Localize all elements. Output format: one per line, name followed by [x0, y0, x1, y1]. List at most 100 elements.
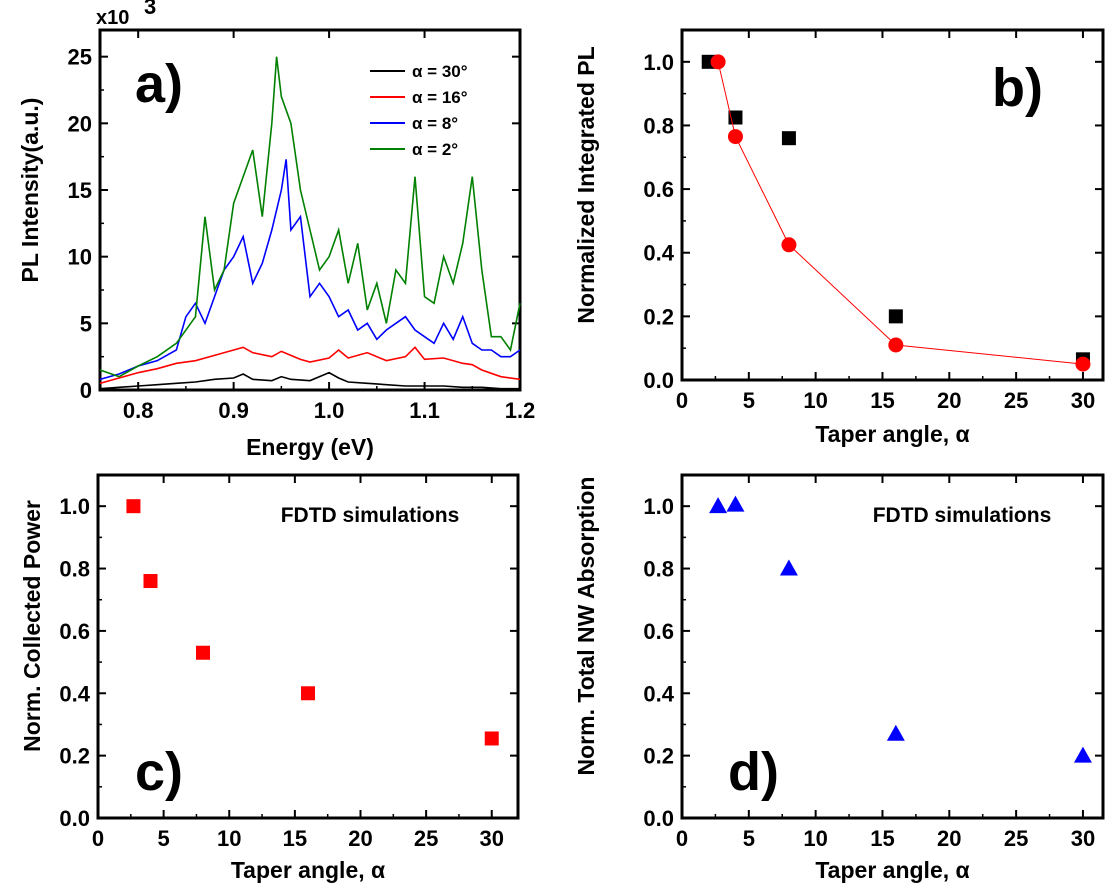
y-tick-label: 0: [80, 378, 92, 403]
y-tick-label: 0.8: [643, 113, 674, 138]
y-tick-label: 0.6: [59, 619, 90, 644]
data-point-triangle: [709, 497, 728, 514]
data-point-square: [301, 686, 315, 701]
panel-label: d): [728, 742, 779, 802]
series-0: [126, 499, 499, 746]
y-tick-label: 1.0: [643, 494, 674, 519]
y-tick-label: 0.0: [643, 806, 674, 831]
panel-label: b): [992, 58, 1043, 118]
x-tick-label: 0: [676, 826, 688, 851]
data-point-triangle: [779, 559, 798, 576]
y-tick-label: 0.6: [643, 177, 674, 202]
x-tick-label: 20: [937, 826, 961, 851]
x-tick-label: 25: [414, 826, 438, 851]
x-tick-label: 20: [937, 388, 961, 413]
series-2: [99, 159, 521, 381]
data-point-circle: [710, 54, 726, 70]
series-line: [99, 159, 521, 381]
x-tick-label: 0: [92, 826, 104, 851]
legend-label: α = 2°: [412, 140, 458, 159]
series-line: [99, 56, 521, 378]
x-tick-label: 0.8: [123, 398, 154, 423]
y-tick-label: 0.0: [59, 806, 90, 831]
chart-panel-1: 0 5 10 15 20 25 30 0.0 0.2 0.4 0.6 0.8 1.0 Taper angl…: [573, 28, 1105, 447]
x-tick-label: 25: [1004, 826, 1028, 851]
y-multiplier-exponent: 3: [144, 0, 156, 19]
x-tick-label: 15: [870, 388, 894, 413]
y-axis-label: Normalized Integrated PL: [573, 46, 599, 323]
legend-label: α = 8°: [412, 114, 458, 133]
series-1: [99, 346, 521, 385]
data-point-circle: [781, 237, 797, 253]
data-point-square: [196, 645, 210, 660]
x-tick-label: 30: [1071, 388, 1095, 413]
y-tick-label: 20: [68, 111, 92, 136]
y-tick-label: 0.4: [643, 241, 674, 266]
y-tick-label: 5: [80, 311, 92, 336]
series-3: [99, 56, 521, 378]
annotation-text: FDTD simulations: [281, 504, 460, 527]
data-point-square: [126, 499, 141, 514]
data-point-square: [484, 731, 499, 746]
x-tick-label: 30: [480, 826, 504, 851]
y-axis-label: Norm. Total NW Absorption: [573, 477, 599, 776]
series-1: [710, 54, 1091, 372]
series-line: [99, 371, 520, 390]
x-tick-label: 1.0: [314, 398, 345, 423]
legend: α = 30° α = 16° α = 8° α = 2°: [370, 62, 468, 159]
panel-label: c): [135, 742, 183, 802]
y-tick-label: 15: [68, 178, 92, 203]
data-point-square: [781, 131, 796, 146]
data-point-triangle: [726, 495, 745, 512]
y-tick-label: 25: [68, 45, 92, 70]
plot-frame: [680, 28, 1105, 382]
x-tick-label: 25: [1004, 388, 1028, 413]
x-tick-label: 20: [348, 826, 372, 851]
y-tick-label: 0.4: [59, 681, 90, 706]
series-0: [99, 371, 520, 390]
y-axis-label: PL Intensity(a.u.): [17, 98, 43, 283]
data-point-circle: [727, 129, 743, 145]
x-tick-label: 5: [158, 826, 170, 851]
x-tick-label: 0: [676, 388, 688, 413]
y-tick-label: 0.6: [643, 619, 674, 644]
x-axis-label: Taper angle, α: [815, 421, 969, 447]
data-point-square: [143, 574, 158, 589]
x-tick-label: 10: [803, 388, 827, 413]
data-point-triangle: [1073, 746, 1092, 763]
series-line: [99, 346, 521, 385]
legend-label: α = 16°: [412, 88, 468, 107]
x-axis-label: Taper angle, α: [231, 857, 385, 883]
y-tick-label: 1.0: [59, 494, 90, 519]
chart-panel-0: 0.8 0.9 1.0 1.1 1.2 0 5 10 15 20 25 Energy (eV) PL I…: [17, 0, 535, 460]
plot-frame: [680, 473, 1105, 820]
y-tick-label: 0.4: [643, 681, 674, 706]
x-tick-label: 0.9: [218, 398, 249, 423]
y-tick-label: 0.2: [643, 304, 674, 329]
x-axis-label: Energy (eV): [246, 434, 374, 460]
x-tick-label: 1.1: [409, 398, 440, 423]
chart-panel-3: 0 5 10 15 20 25 30 0.0 0.2 0.4 0.6 0.8 1.0 Taper angl…: [573, 473, 1105, 883]
x-tick-label: 30: [1071, 826, 1095, 851]
y-axis-label: Norm. Collected Power: [19, 500, 45, 752]
legend-label: α = 30°: [412, 62, 468, 81]
series-0: [709, 495, 1092, 763]
data-point-circle: [1075, 356, 1091, 372]
y-tick-label: 1.0: [643, 50, 674, 75]
annotation-text: FDTD simulations: [873, 504, 1052, 527]
data-point-circle: [888, 337, 904, 353]
x-tick-label: 15: [283, 826, 307, 851]
x-tick-label: 5: [743, 826, 755, 851]
plot-frame: [98, 28, 522, 392]
y-tick-label: 0.0: [643, 368, 674, 393]
x-tick-label: 10: [217, 826, 241, 851]
y-tick-label: 0.2: [643, 744, 674, 769]
data-point-triangle: [886, 724, 905, 741]
x-tick-label: 10: [803, 826, 827, 851]
x-tick-label: 15: [870, 826, 894, 851]
x-tick-label: 1.2: [505, 398, 536, 423]
y-tick-label: 0.2: [59, 744, 90, 769]
data-point-square: [888, 309, 903, 324]
chart-panel-2: 0 5 10 15 20 25 30 0.0 0.2 0.4 0.6 0.8 1.0 Taper angl…: [19, 473, 520, 883]
